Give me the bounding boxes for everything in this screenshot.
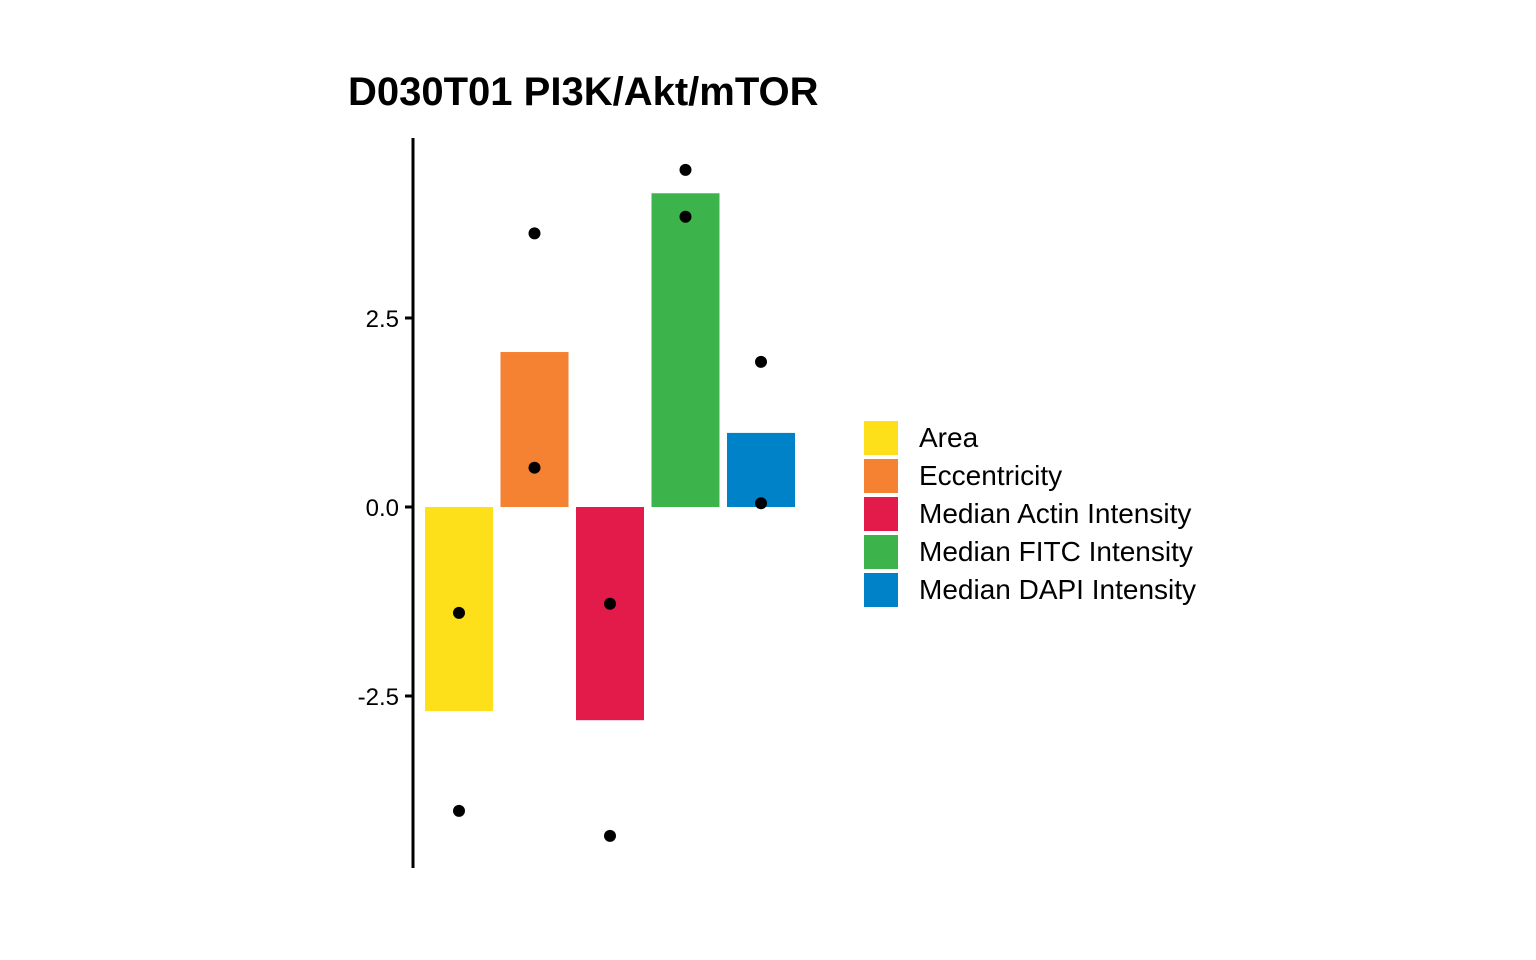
y-tick-label: -2.5	[358, 684, 399, 711]
data-point	[528, 227, 541, 240]
y-tick-label: 0.0	[366, 495, 399, 522]
legend-label: Area	[919, 422, 979, 453]
bar-median-actin-intensity	[576, 507, 644, 721]
legend-item: Median DAPI Intensity	[864, 571, 1196, 609]
bars-layer	[425, 193, 795, 721]
data-point	[604, 829, 616, 842]
points-layer	[453, 163, 767, 842]
legend-label: Median Actin Intensity	[919, 498, 1192, 529]
bar-median-fitc-intensity	[651, 193, 720, 507]
legend-swatch	[864, 535, 898, 569]
legend-swatch	[864, 497, 898, 531]
data-point	[528, 461, 541, 474]
legend: Area Eccentricity Median Actin Intensity Me…	[864, 419, 1196, 609]
data-point	[453, 804, 465, 817]
legend-item: Median FITC Intensity	[864, 533, 1196, 571]
data-point	[755, 355, 767, 368]
bar-median-dapi-intensity	[727, 432, 795, 507]
legend-swatch	[864, 421, 898, 455]
data-point	[755, 497, 767, 510]
legend-label: Median FITC Intensity	[919, 536, 1193, 567]
data-point	[453, 606, 465, 619]
chart-title: D030T01 PI3K/Akt/mTOR	[348, 70, 819, 114]
legend-item: Area	[864, 419, 1196, 457]
y-axis: -2.5 0.0 2.5	[358, 138, 415, 868]
data-point	[604, 597, 616, 610]
data-point	[679, 210, 692, 223]
legend-swatch	[864, 573, 898, 607]
y-tick-label: 2.5	[366, 306, 399, 333]
data-point	[679, 163, 692, 176]
legend-swatch	[864, 459, 898, 493]
legend-label: Eccentricity	[919, 460, 1063, 491]
legend-item: Median Actin Intensity	[864, 495, 1196, 533]
legend-item: Eccentricity	[864, 457, 1196, 495]
bar-eccentricity	[500, 352, 569, 507]
legend-label: Median DAPI Intensity	[919, 574, 1197, 605]
